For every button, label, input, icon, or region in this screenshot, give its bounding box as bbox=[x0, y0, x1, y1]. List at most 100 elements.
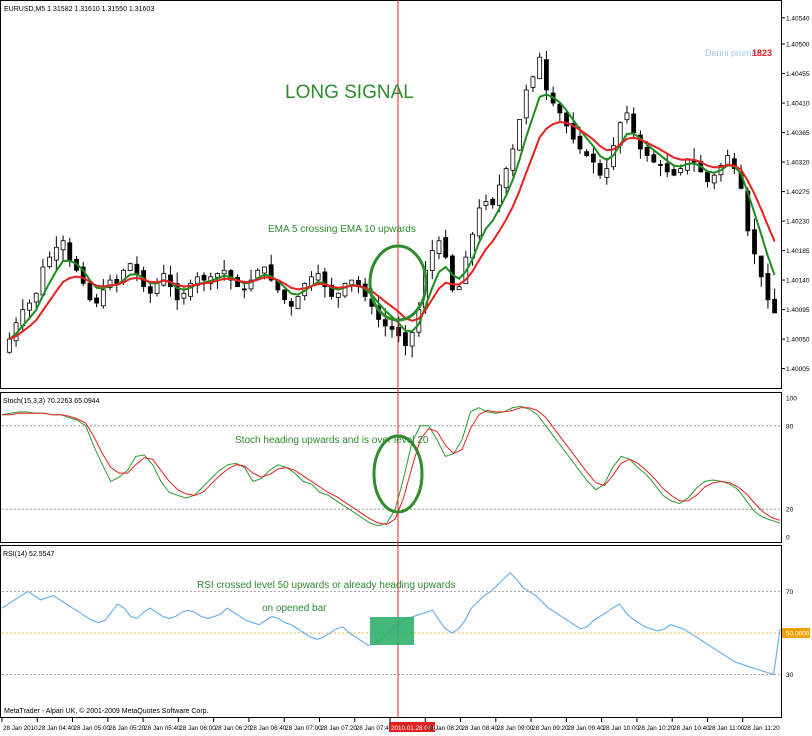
stoch-tick-label: 0 bbox=[786, 535, 790, 542]
bull-candle bbox=[221, 269, 227, 275]
time-tick-label: 28 Jan 07:00 bbox=[285, 725, 322, 732]
bull-candle bbox=[335, 292, 341, 298]
bull-candle bbox=[342, 282, 348, 297]
price-tick-label: 1.40230 bbox=[786, 219, 810, 226]
stoch-note: Stoch heading upwards and is over level … bbox=[235, 435, 429, 446]
bull-candle bbox=[604, 168, 610, 178]
stoch-plot bbox=[1, 405, 781, 527]
bull-candle bbox=[537, 56, 543, 80]
bear-candle bbox=[705, 171, 710, 183]
bull-candle bbox=[725, 155, 731, 165]
bear-candle bbox=[67, 242, 73, 261]
bear-candle bbox=[288, 301, 294, 307]
time-tick-label: 28 Jan 04:40 bbox=[38, 725, 75, 732]
bull-candle bbox=[476, 207, 482, 237]
bear-candle bbox=[631, 113, 637, 133]
bull-candle bbox=[523, 89, 529, 119]
bear-candle bbox=[584, 151, 590, 156]
bull-candle bbox=[295, 296, 301, 310]
bear-candle bbox=[637, 134, 643, 150]
bear-candle bbox=[322, 271, 328, 288]
bear-candle bbox=[597, 163, 603, 176]
price-tick-label: 1.40185 bbox=[786, 248, 810, 255]
copyright-text: MetaTrader - Alpari UK, © 2001-2009 Meta… bbox=[4, 707, 209, 715]
bear-candle bbox=[664, 163, 670, 173]
bear-candle bbox=[94, 297, 100, 304]
time-tick-label: 28 Jan 05:40 bbox=[144, 725, 181, 732]
bear-candle bbox=[671, 169, 677, 176]
price-tick-label: 1.40455 bbox=[786, 71, 810, 78]
rsi-note-line-2: on opened bar bbox=[262, 603, 327, 614]
rsi-level50-badge bbox=[782, 628, 810, 638]
rsi-signal-box bbox=[370, 617, 414, 645]
time-tick-label: 28 Jan 08:40 bbox=[462, 725, 499, 732]
bull-candle bbox=[100, 289, 106, 307]
bull-candle bbox=[409, 332, 415, 347]
bear-candle bbox=[147, 286, 153, 294]
watermark-label: Denni prumer bbox=[705, 48, 760, 58]
bear-candle bbox=[758, 255, 764, 278]
bull-candle bbox=[624, 112, 630, 121]
bear-candle bbox=[443, 237, 449, 258]
ema-cross-circle bbox=[368, 244, 428, 322]
bear-candle bbox=[282, 289, 287, 301]
bear-candle bbox=[403, 332, 408, 347]
bear-candle bbox=[490, 198, 496, 206]
stoch-tick-label: 80 bbox=[786, 423, 794, 430]
bull-candle bbox=[188, 282, 194, 297]
bull-candle bbox=[510, 148, 516, 171]
symbol-header: EURUSD,M5 1.31582 1.31610 1.31550 1.3160… bbox=[4, 6, 154, 13]
time-tick-label: 28 Jan 09:20 bbox=[532, 725, 569, 732]
rsi-tick-label: 30 bbox=[786, 672, 794, 679]
bull-candle bbox=[517, 119, 522, 151]
ema-5-line bbox=[8, 93, 776, 340]
price-tick-label: 1.40140 bbox=[786, 278, 810, 285]
bull-candle bbox=[127, 263, 133, 271]
bear-candle bbox=[241, 288, 247, 291]
bull-candle bbox=[33, 292, 39, 303]
time-tick-label: 2010.01.28 08:00 bbox=[391, 725, 441, 732]
rsi-label: RSI(14) 52.5547 bbox=[3, 551, 54, 558]
time-tick-label: 28 Jan 07:20 bbox=[320, 725, 357, 732]
bear-candle bbox=[651, 154, 657, 163]
watermark-value: 1823 bbox=[752, 48, 772, 58]
price-tick-label: 1.40275 bbox=[786, 189, 810, 196]
bull-candle bbox=[678, 168, 684, 174]
stoch-tick-label: 20 bbox=[786, 507, 794, 514]
time-tick-label: 28 Jan 07:40 bbox=[356, 725, 393, 732]
long-signal-title: LONG SIGNAL bbox=[285, 82, 414, 103]
stoch-tick-label: 100 bbox=[786, 396, 797, 403]
bear-candle bbox=[268, 264, 274, 281]
bull-candle bbox=[315, 273, 321, 281]
bear-candle bbox=[201, 274, 207, 281]
bear-candle bbox=[396, 326, 402, 337]
bull-candle bbox=[107, 279, 113, 288]
time-tick-label: 28 Jan 06:40 bbox=[250, 725, 287, 732]
bull-candle bbox=[262, 266, 267, 274]
price-tick-label: 1.40005 bbox=[786, 366, 810, 373]
price-pane bbox=[0, 0, 782, 389]
price-tick-label: 1.40410 bbox=[786, 101, 810, 108]
bear-candle bbox=[382, 319, 388, 327]
bear-candle bbox=[644, 146, 650, 156]
bull-candle bbox=[27, 302, 32, 311]
bull-candle bbox=[215, 273, 220, 278]
bull-candle bbox=[429, 250, 435, 272]
bull-candle bbox=[503, 168, 509, 189]
bear-candle bbox=[658, 164, 663, 166]
bear-candle bbox=[590, 153, 596, 163]
rsi-note-line-1: RSI crossed level 50 upwards or already … bbox=[197, 580, 455, 591]
time-tick-label: 28 Jan 11:00 bbox=[708, 725, 744, 732]
time-tick-label: 28 Jan 09:40 bbox=[567, 725, 604, 732]
bear-candle bbox=[228, 270, 234, 281]
bull-candle bbox=[530, 76, 536, 88]
bear-candle bbox=[134, 263, 140, 274]
bull-candle bbox=[181, 292, 187, 299]
bear-candle bbox=[174, 283, 180, 301]
time-tick-label: 28 Jan 09:00 bbox=[497, 725, 534, 732]
stoch-main-line bbox=[1, 405, 781, 527]
time-tick-label: 28 Jan 06:20 bbox=[215, 725, 252, 732]
bull-candle bbox=[53, 246, 59, 261]
bear-candle bbox=[329, 284, 334, 297]
